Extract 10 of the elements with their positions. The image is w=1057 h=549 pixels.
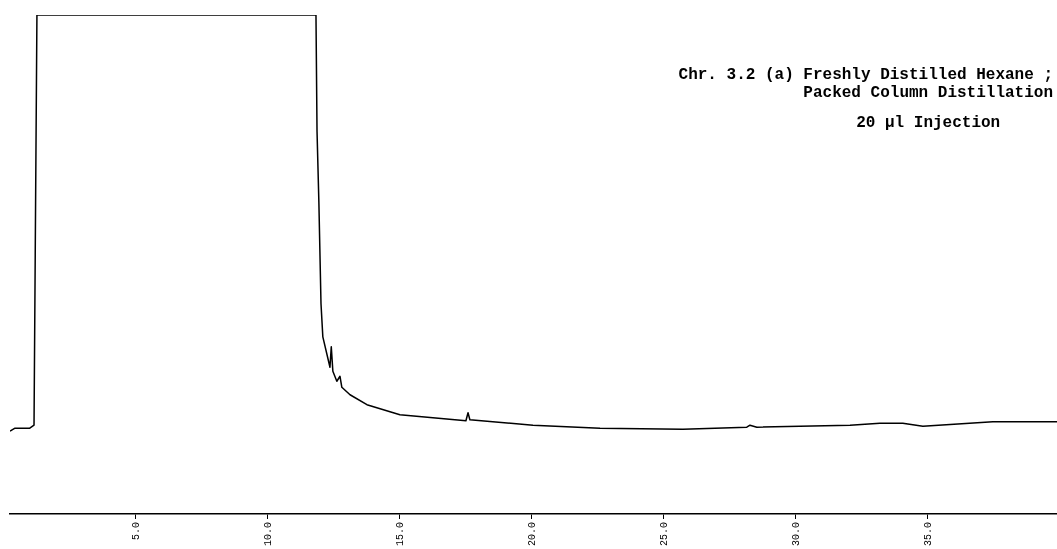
x-tick-label: 5.0	[130, 522, 142, 541]
x-tick-label: 20.0	[526, 522, 538, 547]
annotation: Packed Column Distillation	[803, 84, 1053, 103]
annotation: Chr. 3.2 (a) Freshly Distilled Hexane ;	[678, 66, 1053, 85]
annotation: 20 µl Injection	[856, 114, 1001, 133]
x-tick-label: 25.0	[658, 522, 670, 547]
x-tick-label: 15.0	[394, 522, 406, 547]
x-tick-label: 10.0	[262, 522, 274, 547]
x-tick-label: 30.0	[790, 522, 802, 547]
x-tick-label: 35.0	[922, 522, 934, 547]
